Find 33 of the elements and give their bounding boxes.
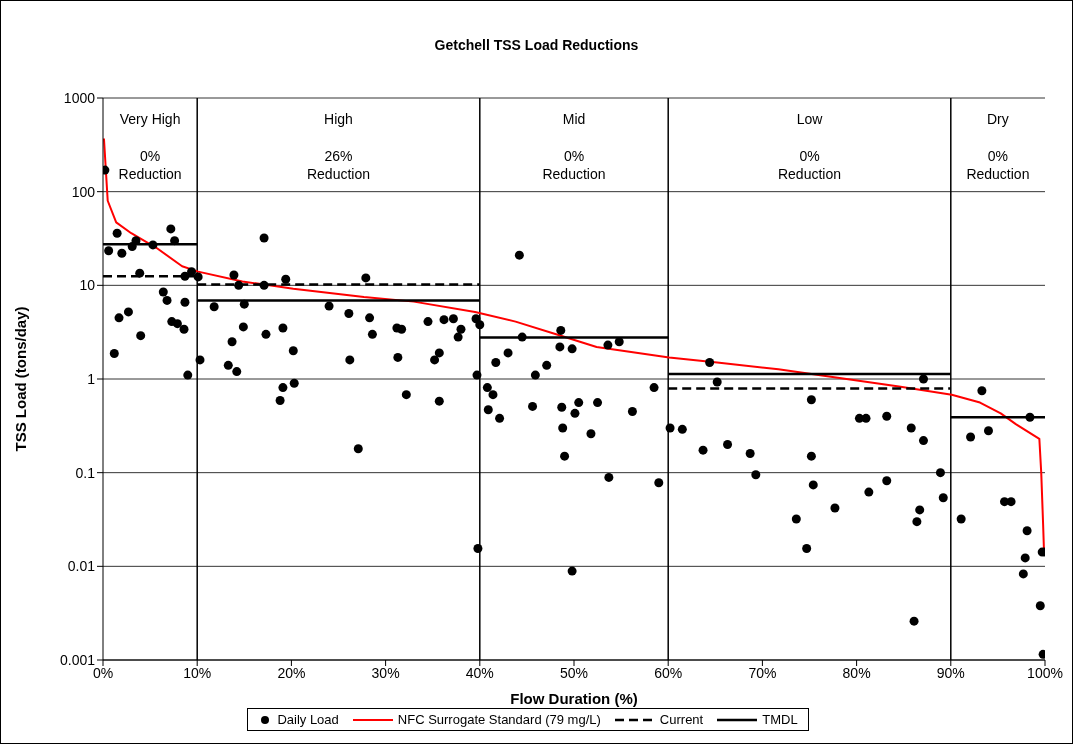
x-tick-label: 50% — [559, 664, 589, 681]
annotation: Mid — [562, 110, 586, 127]
y-tick-label: 0.01 — [67, 558, 96, 575]
legend-label: Current — [659, 712, 704, 727]
x-tick-label: 70% — [748, 664, 777, 681]
annotation: Low — [796, 110, 824, 127]
annotation: 0% Reduction — [542, 148, 606, 183]
x-tick-label: 90% — [936, 664, 965, 681]
legend-label: NFC Surrogate Standard (79 mg/L) — [397, 712, 601, 727]
x-axis-title: Flow Duration (%) — [510, 690, 638, 707]
y-axis-title: TSS Load (tons/day) — [12, 306, 30, 452]
annotation: 0% Reduction — [118, 148, 182, 183]
annotation: 0% Reduction — [777, 148, 842, 183]
y-tick-label: 100 — [71, 183, 96, 200]
x-tick-label: 30% — [371, 664, 400, 681]
x-tick-label: 20% — [277, 664, 306, 681]
x-tick-label: 80% — [842, 664, 871, 681]
legend-label: TMDL — [762, 712, 798, 727]
chart-title: Getchell TSS Load Reductions — [433, 37, 640, 53]
y-tick-label: 1 — [87, 370, 96, 387]
legend-label: Daily Load — [277, 712, 339, 727]
annotation: 26% Reduction — [306, 148, 371, 183]
annotation: Very High — [119, 110, 181, 127]
x-tick-label: 60% — [654, 664, 683, 681]
y-tick-label: 10 — [79, 277, 96, 294]
x-tick-label: 100% — [1027, 664, 1063, 681]
annotation: 0% Reduction — [966, 148, 1030, 183]
annotation: Dry — [987, 110, 1009, 127]
x-tick-label: 10% — [183, 664, 212, 681]
annotation: High — [324, 110, 353, 127]
y-tick-label: 1000 — [63, 89, 96, 106]
y-tick-label: 0.1 — [75, 464, 96, 481]
x-tick-label: 40% — [465, 664, 494, 681]
